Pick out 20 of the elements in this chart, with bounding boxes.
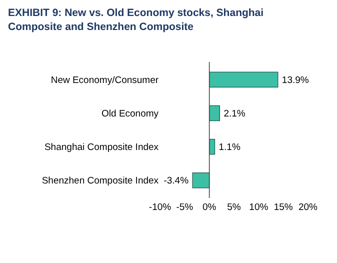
- x-tick-label: -5%: [176, 202, 194, 213]
- data-label: 2.1%: [224, 108, 246, 120]
- bar: [209, 138, 216, 155]
- x-tick-label: 5%: [227, 202, 242, 213]
- x-tick-label: 10%: [249, 202, 269, 213]
- bar: [192, 172, 210, 188]
- x-tick-label: 15%: [274, 202, 294, 213]
- data-label: 1.1%: [218, 142, 241, 154]
- y-tick-label: Shenzhen Composite Index: [42, 176, 159, 187]
- bar: [209, 105, 220, 122]
- y-tick-label: Shanghai Composite Index: [44, 142, 159, 154]
- x-tick-label: 20%: [298, 202, 318, 213]
- y-tick-label: New Economy/Consumer: [50, 74, 159, 86]
- x-tick-label: -10%: [148, 202, 172, 213]
- data-label: -3.4%: [164, 176, 190, 187]
- chart-title: EXHIBIT 9: New vs. Old Economy stocks, Shanghai Composite and Shenzhen Composite: [8, 7, 264, 33]
- y-tick-label: Old Economy: [102, 108, 159, 120]
- x-tick-label: 0%: [202, 202, 217, 213]
- bar: [209, 72, 278, 88]
- data-label: 13.9%: [282, 74, 310, 86]
